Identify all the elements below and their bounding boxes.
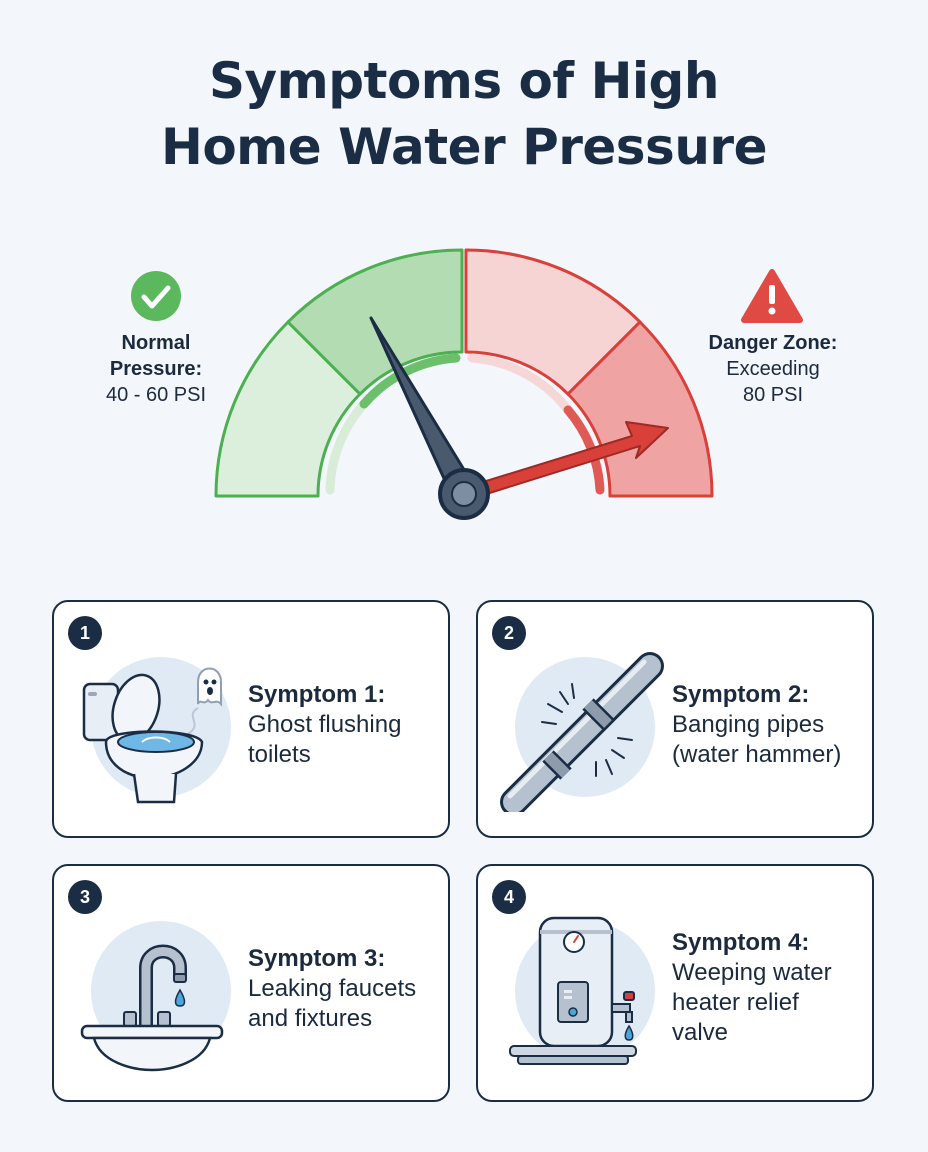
symptom-title: Symptom 2:	[672, 681, 810, 708]
page-title: Symptoms of High Home Water Pressure	[0, 48, 928, 180]
danger-value-2: 80 PSI	[742, 384, 804, 406]
danger-value-1: Exceeding	[726, 358, 820, 380]
normal-heading-1: Normal	[121, 332, 191, 354]
symptom-desc-line: toilets	[248, 741, 311, 768]
symptom-card-3: 3 Symptom 3: Leaking faucets and fixture…	[52, 864, 450, 1102]
gauge-inner-red	[563, 405, 605, 495]
symptom-desc-line: Banging pipes	[672, 711, 825, 738]
symptom-text: Symptom 4: Weeping water heater relief v…	[672, 928, 868, 1048]
symptom-number-badge: 3	[68, 880, 102, 914]
symptom-title: Symptom 1:	[248, 681, 386, 708]
symptom-title: Symptom 4:	[672, 929, 810, 956]
symptom-number-badge: 1	[68, 616, 102, 650]
pipe-icon	[500, 642, 670, 816]
symptom-desc-line: Ghost flushing	[248, 711, 402, 738]
symptom-card-2: 2 Symptom 2: Banging pipes (water hammer…	[476, 600, 874, 838]
danger-heading: Danger Zone:	[708, 332, 838, 354]
gauge-inner-green-light	[325, 399, 369, 495]
normal-value: 40 - 60 PSI	[105, 384, 207, 406]
symptom-desc-line: Weeping water	[672, 959, 832, 986]
toilet-icon	[76, 642, 246, 812]
normal-pressure-label: Normal Pressure: 40 - 60 PSI	[70, 330, 242, 408]
normal-heading-2: Pressure:	[109, 358, 203, 380]
symptom-desc-line: (water hammer)	[672, 741, 842, 768]
symptom-desc-line: valve	[672, 1019, 729, 1046]
check-circle-icon	[131, 271, 181, 321]
symptom-number-badge: 4	[492, 880, 526, 914]
danger-zone-label: Danger Zone: Exceeding 80 PSI	[688, 330, 858, 408]
symptom-card-1: 1 Symptom 1: Ghost flushing toilets	[52, 600, 450, 838]
symptom-text: Symptom 2: Banging pipes (water hammer)	[672, 680, 868, 770]
symptom-card-4: 4 Symptom 4: Weeping water heater relief…	[476, 864, 874, 1102]
symptom-text: Symptom 1: Ghost flushing toilets	[248, 680, 444, 770]
symptom-title: Symptom 3:	[248, 945, 386, 972]
symptom-desc-line: Leaking faucets	[248, 975, 417, 1002]
pressure-gauge	[131, 248, 803, 520]
title-line-1: Symptoms of High	[209, 52, 719, 110]
symptom-desc-line: and fixtures	[248, 1005, 373, 1032]
faucet-icon	[76, 906, 246, 1076]
title-line-2: Home Water Pressure	[160, 118, 768, 176]
symptom-desc-line: heater relief	[672, 989, 799, 1016]
warning-triangle-icon	[741, 269, 803, 323]
danger-arrow	[469, 421, 669, 497]
water-heater-icon	[500, 906, 670, 1076]
gauge-inner-red-light	[467, 353, 573, 415]
symptom-text: Symptom 3: Leaking faucets and fixtures	[248, 944, 444, 1034]
symptom-number-badge: 2	[492, 616, 526, 650]
